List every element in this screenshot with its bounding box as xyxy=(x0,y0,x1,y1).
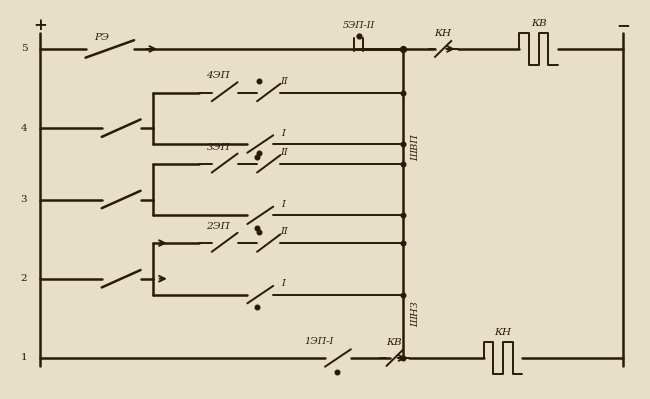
Point xyxy=(397,141,408,147)
Point xyxy=(252,154,262,160)
Text: II: II xyxy=(280,77,288,86)
Text: 3: 3 xyxy=(21,195,27,204)
Text: I: I xyxy=(281,129,285,138)
Text: 3ЭП: 3ЭП xyxy=(207,143,230,152)
Text: −: − xyxy=(616,17,630,34)
Point xyxy=(397,212,408,219)
Point xyxy=(332,369,342,375)
Text: ШНЗ: ШНЗ xyxy=(411,302,420,327)
Text: РЭ: РЭ xyxy=(94,33,109,41)
Text: 1ЭП-I: 1ЭП-I xyxy=(304,337,333,346)
Text: II: II xyxy=(280,148,288,157)
Text: I: I xyxy=(281,279,285,288)
Point xyxy=(397,240,408,246)
Point xyxy=(254,150,264,156)
Point xyxy=(252,304,262,310)
Point xyxy=(397,161,408,167)
Text: КВ: КВ xyxy=(531,19,547,28)
Text: ШВП: ШВП xyxy=(411,134,420,161)
Text: 5ЭП-II: 5ЭП-II xyxy=(343,22,375,30)
Point xyxy=(397,46,408,52)
Point xyxy=(254,78,264,85)
Text: 5: 5 xyxy=(21,44,27,53)
Text: 2: 2 xyxy=(21,274,27,283)
Text: 1: 1 xyxy=(21,354,27,362)
Point xyxy=(254,229,264,235)
Text: +: + xyxy=(33,17,47,34)
Point xyxy=(397,291,408,298)
Point xyxy=(252,225,262,231)
Point xyxy=(397,355,408,361)
Point xyxy=(397,89,408,96)
Text: КН: КН xyxy=(495,328,512,337)
Text: КН: КН xyxy=(434,30,451,38)
Text: КВ: КВ xyxy=(387,338,402,347)
Text: 4ЭП: 4ЭП xyxy=(207,71,230,80)
Text: I: I xyxy=(281,200,285,209)
Text: II: II xyxy=(280,227,288,237)
Point xyxy=(354,33,364,40)
Text: 4: 4 xyxy=(21,124,27,133)
Text: 2ЭП: 2ЭП xyxy=(207,222,230,231)
